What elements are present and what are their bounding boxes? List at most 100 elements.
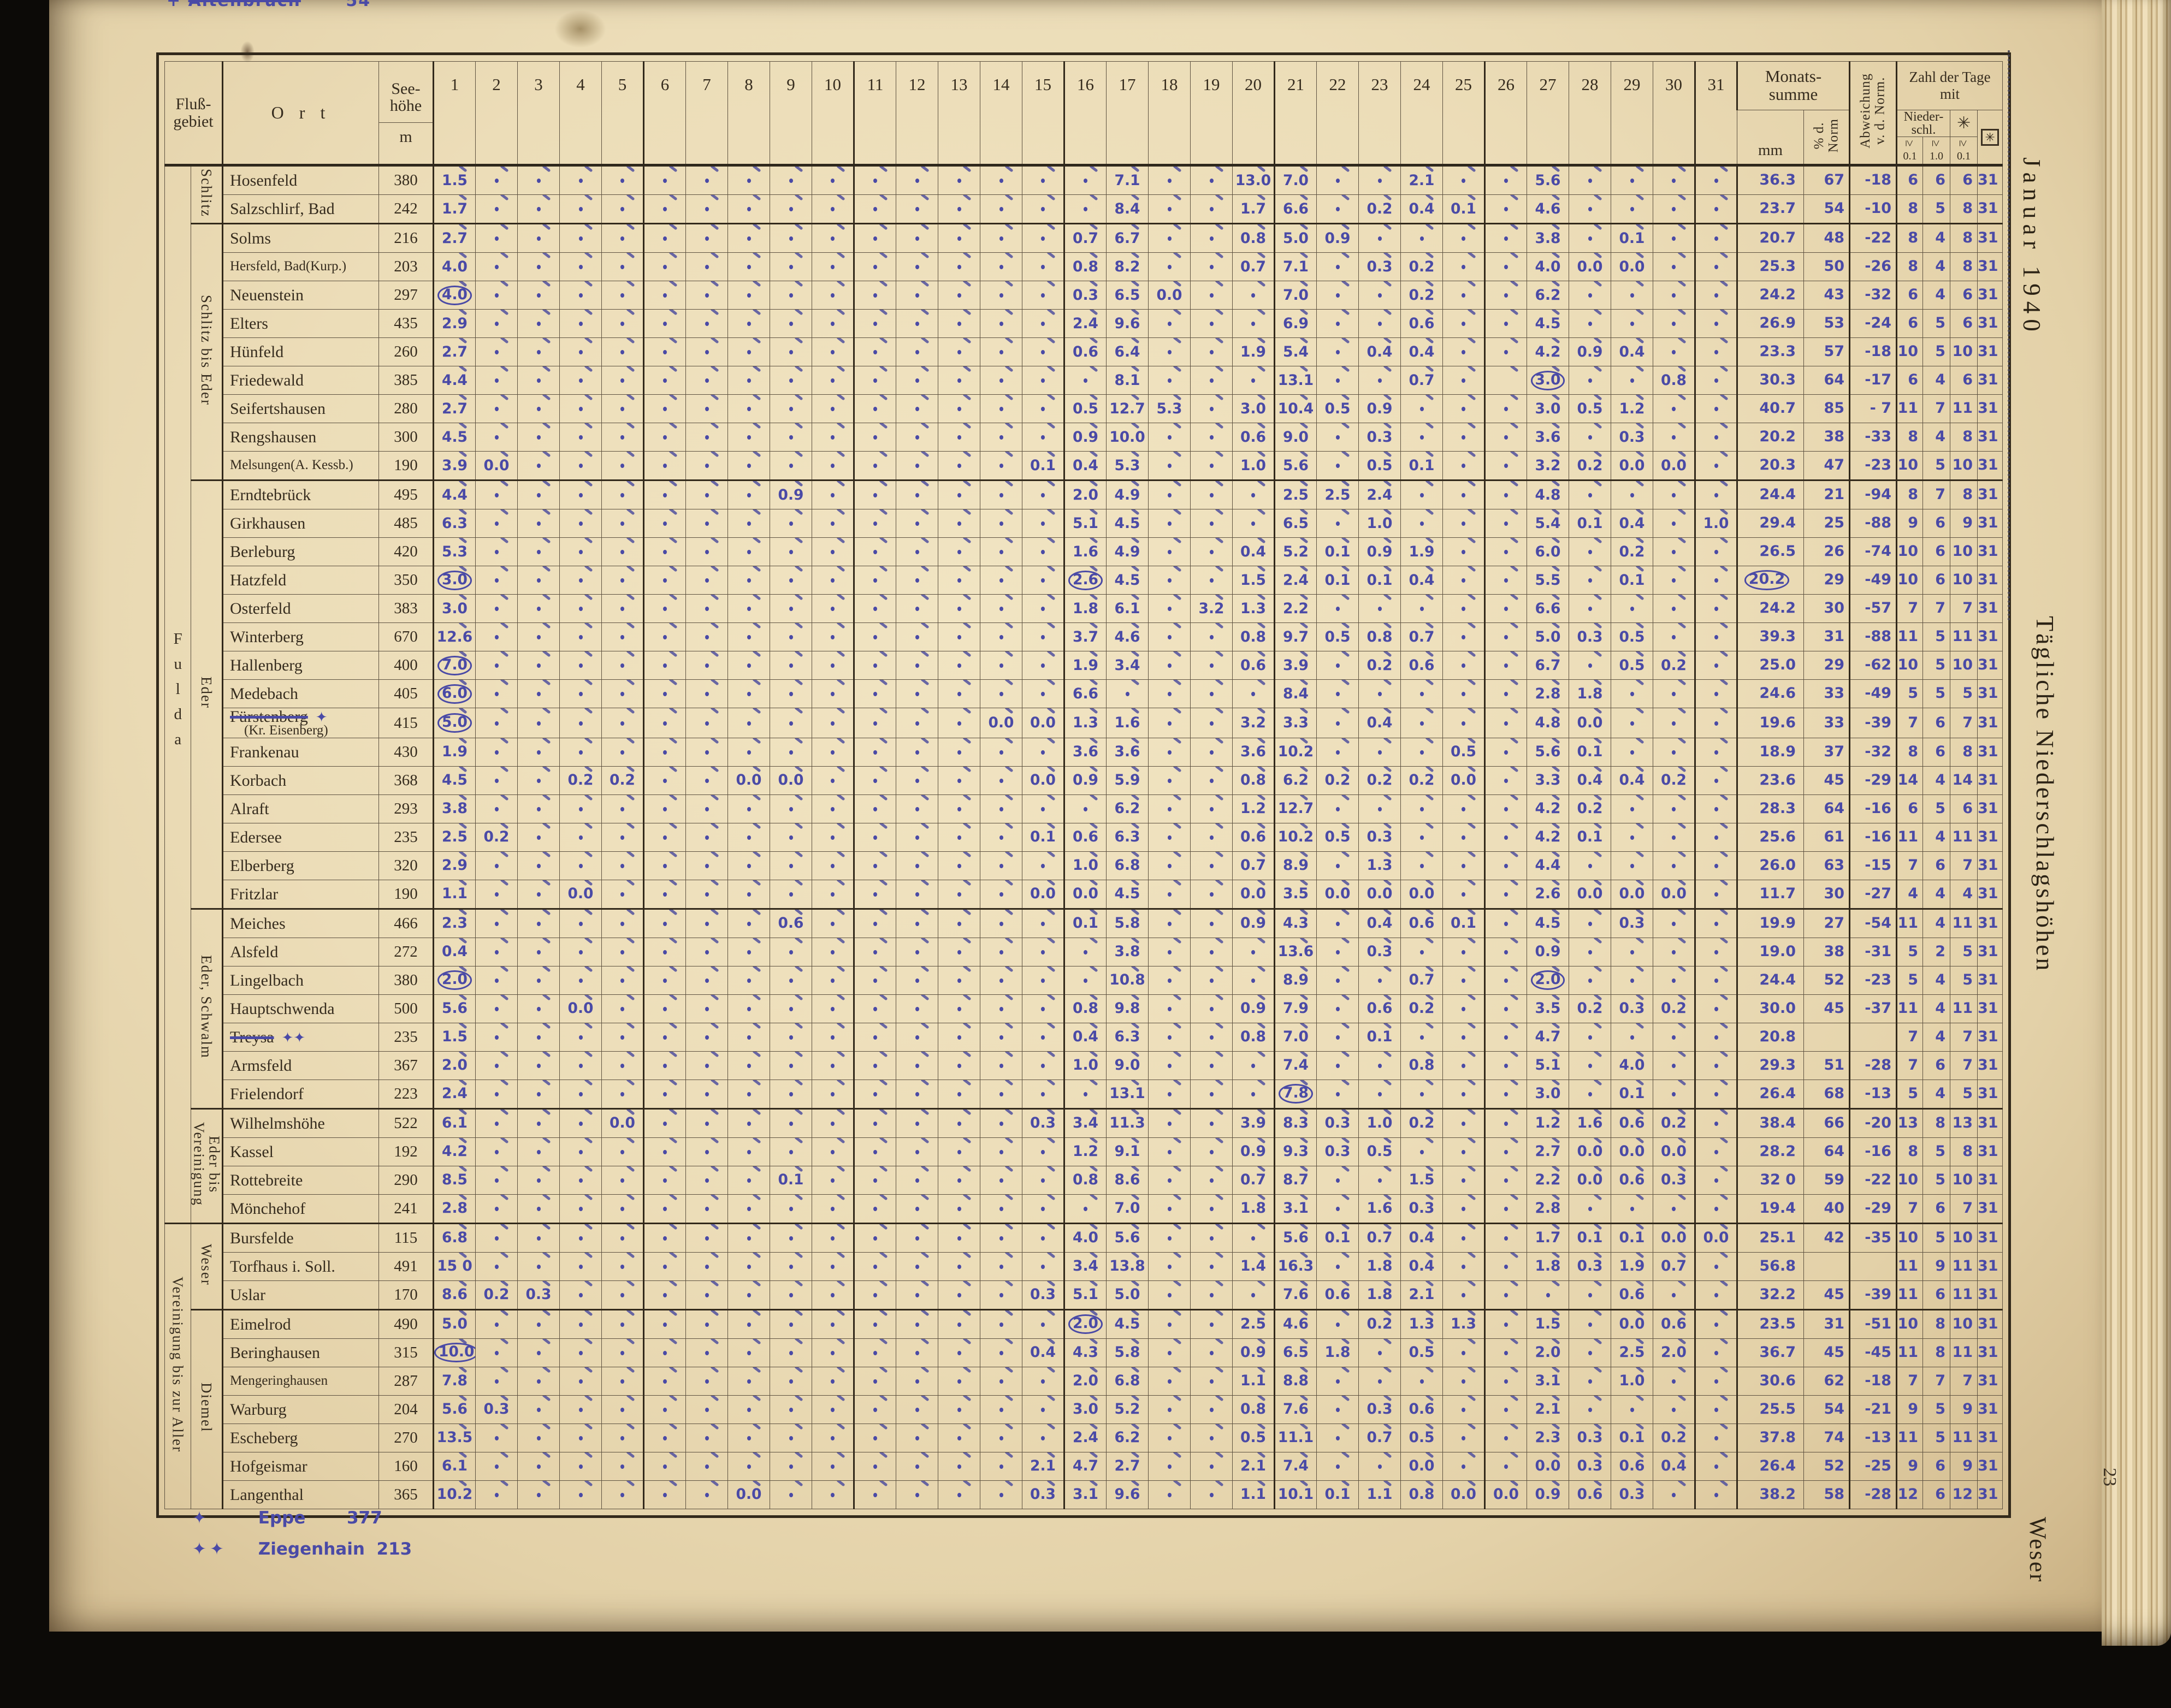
day-value-cell: 4.2 (1527, 794, 1569, 823)
day-value-cell (770, 310, 812, 338)
monthly-sum: 29.3 (1737, 1051, 1804, 1080)
trace-dot-icon (537, 521, 541, 526)
trace-dot-icon (789, 1408, 793, 1412)
days-snow-ge-0.1: 6 (1950, 165, 1978, 195)
day-value-cell: 1.8 (1233, 1194, 1275, 1223)
snow-tick-icon (458, 1367, 467, 1373)
trace-dot-icon (1168, 1322, 1172, 1327)
snow-tick-icon (1004, 538, 1013, 544)
trace-dot-icon (747, 950, 751, 954)
day-value-cell: 1.9 (1401, 538, 1443, 566)
snow-tick-icon (1046, 909, 1055, 915)
trace-dot-icon (1168, 779, 1172, 783)
snow-tick-icon (879, 1194, 888, 1200)
day-value-cell: 0.3 (1569, 1252, 1611, 1280)
snow-tick-icon (1593, 1223, 1602, 1230)
day-value-cell (1569, 566, 1611, 595)
station-row: Rottebreite 290 8.5 0.1 0.8 8.6 0.7 8.7 1.5 2.2 0.… (165, 1166, 2003, 1194)
monthly-sum: 39.3 (1737, 623, 1804, 651)
snow-tick-icon (542, 310, 551, 316)
trace-dot-icon (873, 1236, 877, 1241)
snow-tick-icon (1425, 595, 1434, 601)
snow-tick-icon (1383, 310, 1392, 316)
trace-dot-icon (1588, 578, 1592, 583)
trace-dot-icon (495, 978, 499, 983)
snow-tick-icon (542, 1252, 551, 1258)
table-body: Fulda Schlitz Hosenfeld 380 1.5 7.1 13.0 7.0 2.1… (165, 165, 2003, 1509)
trace-dot-icon (1714, 892, 1718, 897)
trace-dot-icon (1714, 350, 1718, 354)
footnotes: ✦ Eppe 377 ✦✦ Ziegenhain 213 (192, 1503, 412, 1565)
trace-dot-icon (1462, 807, 1465, 811)
station-name-text: Melsungen(A. Kessb.) (230, 458, 353, 472)
snow-tick-icon (1341, 423, 1350, 429)
day-value-cell (812, 452, 854, 481)
snow-tick-icon (1046, 281, 1055, 287)
snow-tick-icon (1215, 966, 1223, 972)
snow-tick-icon (669, 1480, 677, 1486)
day-value-cell (560, 566, 602, 595)
col-header-day-2: 2 (476, 62, 518, 165)
snow-tick-icon (1173, 823, 1181, 829)
snow-tick-icon (1004, 1280, 1013, 1286)
day-value-cell (728, 224, 770, 253)
snow-tick-icon (1004, 708, 1013, 714)
day-value-cell (896, 1424, 938, 1452)
trace-dot-icon (705, 464, 709, 468)
day-value-cell (1485, 1137, 1527, 1166)
day-value-cell (1191, 738, 1233, 766)
river-subgroup: Weser (191, 1223, 223, 1309)
day-value-cell (1191, 423, 1233, 452)
days-snow-cover: 31 (1978, 1367, 2003, 1395)
day-value-cell: 0.8 (1653, 366, 1695, 395)
day-value-cell: 4.8 (1527, 481, 1569, 509)
snow-tick-icon (1383, 165, 1392, 173)
day-value-cell: 2.1 (1022, 1452, 1064, 1480)
station-elevation: 490 (379, 1309, 434, 1338)
snow-tick-icon (1593, 1309, 1602, 1316)
trace-dot-icon (1168, 1408, 1172, 1412)
day-value-cell: 0.1 (1317, 538, 1359, 566)
day-value-cell: 1.0 (1695, 509, 1737, 538)
day-value-cell: 0.0 (1527, 1452, 1569, 1480)
monthly-sum: 11.7 (1737, 880, 1804, 909)
trace-dot-icon (1672, 550, 1676, 554)
days-precip-ge-0.1: 7 (1897, 1367, 1923, 1395)
deviation-from-norm (1850, 1252, 1897, 1280)
station-elevation: 241 (379, 1194, 434, 1223)
snow-tick-icon (1173, 966, 1181, 972)
station-name-text: Edersee (230, 828, 282, 846)
trace-dot-icon (915, 1351, 919, 1355)
snow-tick-icon (1089, 253, 1098, 259)
day-value-cell (560, 165, 602, 195)
snow-tick-icon (1677, 165, 1686, 173)
day-value-cell (518, 481, 560, 509)
day-value-cell: 2.8 (434, 1194, 476, 1223)
day-value-cell: 5.6 (1527, 738, 1569, 766)
trace-dot-icon (747, 635, 751, 639)
snow-tick-icon (584, 224, 593, 230)
day-value-cell: 0.1 (1443, 909, 1485, 938)
days-snow-cover: 31 (1978, 509, 2003, 538)
trace-dot-icon (831, 807, 835, 811)
trace-dot-icon (915, 350, 919, 354)
day-value-cell: 5.6 (1275, 1223, 1317, 1252)
days-snow-ge-0.1: 11 (1950, 1338, 1978, 1367)
snow-tick-icon (920, 338, 929, 344)
snow-tick-icon (1593, 1051, 1602, 1057)
day-value-cell (980, 423, 1022, 452)
day-value-cell (980, 851, 1022, 880)
day-value-cell: 0.1 (1401, 452, 1443, 481)
snow-tick-icon (920, 281, 929, 287)
day-value-cell: 0.6 (1611, 1280, 1653, 1309)
trace-dot-icon (1714, 1464, 1718, 1469)
day-value-cell (1485, 452, 1527, 481)
day-value-cell (854, 224, 896, 253)
trace-dot-icon (1714, 835, 1718, 840)
snow-tick-icon (752, 1023, 761, 1029)
day-value-cell (1233, 680, 1275, 708)
percent-of-norm: 42 (1804, 1223, 1850, 1252)
snow-tick-icon (1131, 880, 1139, 886)
trace-dot-icon (915, 635, 919, 639)
monthly-sum: 18.9 (1737, 738, 1804, 766)
